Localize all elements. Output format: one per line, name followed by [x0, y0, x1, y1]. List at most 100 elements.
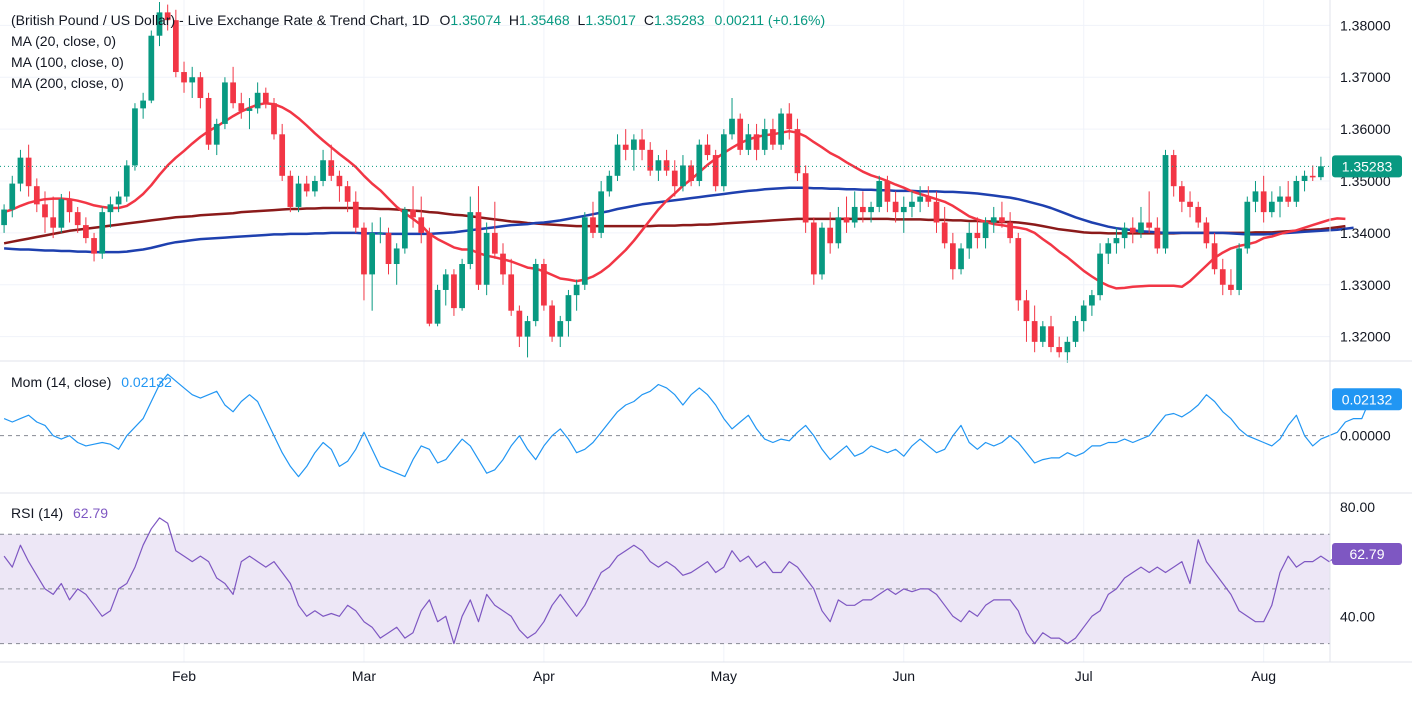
- candle: [491, 201, 498, 259]
- legend-ma100[interactable]: MA (100, close, 0): [11, 54, 124, 70]
- ohlc-high-label: H: [508, 12, 520, 28]
- candle-body: [909, 201, 915, 207]
- candle: [606, 170, 613, 197]
- candle: [1228, 269, 1234, 296]
- candle-body: [312, 181, 318, 192]
- candle-body: [1170, 155, 1177, 187]
- candle-body: [33, 186, 40, 205]
- candle-body: [205, 97, 212, 145]
- candle-body: [925, 196, 932, 202]
- candle-body: [581, 217, 588, 285]
- candle-body: [712, 155, 719, 187]
- candle-body: [892, 201, 899, 213]
- candle-body: [1301, 175, 1308, 181]
- rsi-legend[interactable]: RSI (14) 62.79: [11, 503, 108, 524]
- candle: [565, 289, 572, 337]
- candle-body: [483, 232, 490, 285]
- candle: [851, 191, 858, 228]
- candle-body: [1211, 243, 1218, 270]
- candle: [614, 134, 621, 181]
- candle-body: [974, 232, 981, 239]
- candle-body: [573, 284, 580, 296]
- candle: [541, 258, 547, 311]
- candle-body: [884, 181, 891, 202]
- candle-body: [778, 113, 784, 145]
- candle: [1, 204, 7, 233]
- candle-body: [148, 35, 155, 101]
- x-tick-label: May: [711, 668, 737, 684]
- candle-body: [9, 183, 16, 210]
- candle-body: [1162, 155, 1169, 249]
- candle: [917, 186, 924, 213]
- candle: [925, 186, 932, 207]
- candle: [33, 178, 40, 213]
- candle: [1039, 321, 1046, 348]
- candle-body: [1072, 321, 1079, 342]
- candle-body: [1146, 222, 1153, 228]
- candle: [1195, 201, 1202, 228]
- momentum-pane: [0, 373, 1371, 478]
- candle-body: [320, 160, 326, 181]
- candle: [680, 155, 686, 192]
- legend-ma20[interactable]: MA (20, close, 0): [11, 33, 117, 49]
- candle-body: [1023, 300, 1030, 322]
- candle: [590, 201, 596, 239]
- candle-body: [1064, 341, 1071, 353]
- price-y-tick-label: 1.34000: [1340, 225, 1391, 241]
- candle: [442, 269, 449, 306]
- candle: [1318, 156, 1324, 181]
- candle-body: [17, 157, 24, 184]
- candle-body: [1129, 227, 1136, 233]
- momentum-last-value-label: 0.02132: [1342, 391, 1393, 407]
- ohlc-open-label: O: [439, 12, 451, 28]
- legend-ma200[interactable]: MA (200, close, 0): [11, 75, 124, 91]
- x-tick-label: Jul: [1075, 668, 1093, 684]
- candle-body: [164, 12, 171, 21]
- candle-body: [1187, 201, 1193, 207]
- candle-body: [369, 232, 376, 275]
- candle-body: [336, 175, 343, 187]
- candle-body: [1105, 243, 1112, 254]
- candle: [500, 243, 506, 285]
- candle: [328, 144, 335, 181]
- candle: [197, 72, 204, 109]
- candle: [835, 206, 842, 249]
- x-tick-label: Mar: [352, 668, 376, 684]
- momentum-legend[interactable]: Mom (14, close) 0.02132: [11, 372, 172, 393]
- ohlc-open: 1.35074: [450, 12, 502, 28]
- candle: [655, 155, 662, 181]
- ohlc-low: 1.35017: [585, 12, 636, 28]
- candle-body: [25, 157, 32, 187]
- candle-body: [246, 108, 253, 111]
- candle: [246, 97, 253, 130]
- candle-body: [1236, 248, 1242, 290]
- x-tick-label: Feb: [172, 668, 196, 684]
- candle: [1007, 212, 1013, 244]
- rsi-y-tick-label: 40.00: [1340, 608, 1375, 624]
- rsi-legend-value: 62.79: [73, 505, 109, 521]
- candle-body: [287, 175, 294, 207]
- candle-body: [590, 217, 596, 233]
- candle-body: [115, 196, 122, 205]
- candle-body: [827, 227, 834, 244]
- candle-body: [451, 274, 457, 309]
- candle: [1179, 181, 1185, 213]
- rsi-line: [3, 517, 1354, 645]
- candle: [884, 175, 891, 213]
- candle-body: [442, 274, 449, 290]
- candle: [483, 222, 490, 296]
- candle: [729, 97, 735, 140]
- momentum-y-tick-label: 0.00000: [1340, 428, 1391, 444]
- candle-body: [361, 227, 367, 275]
- candle-body: [58, 199, 65, 228]
- candle: [622, 129, 629, 161]
- candle: [254, 82, 261, 114]
- candle: [1219, 258, 1226, 296]
- candle: [426, 227, 433, 327]
- candle-body: [1, 209, 7, 226]
- candle-body: [982, 222, 989, 239]
- ohlc-high: 1.35468: [519, 12, 570, 28]
- ohlc-low-label: L: [577, 12, 586, 28]
- candles: [1, 2, 1324, 363]
- candle: [467, 196, 474, 270]
